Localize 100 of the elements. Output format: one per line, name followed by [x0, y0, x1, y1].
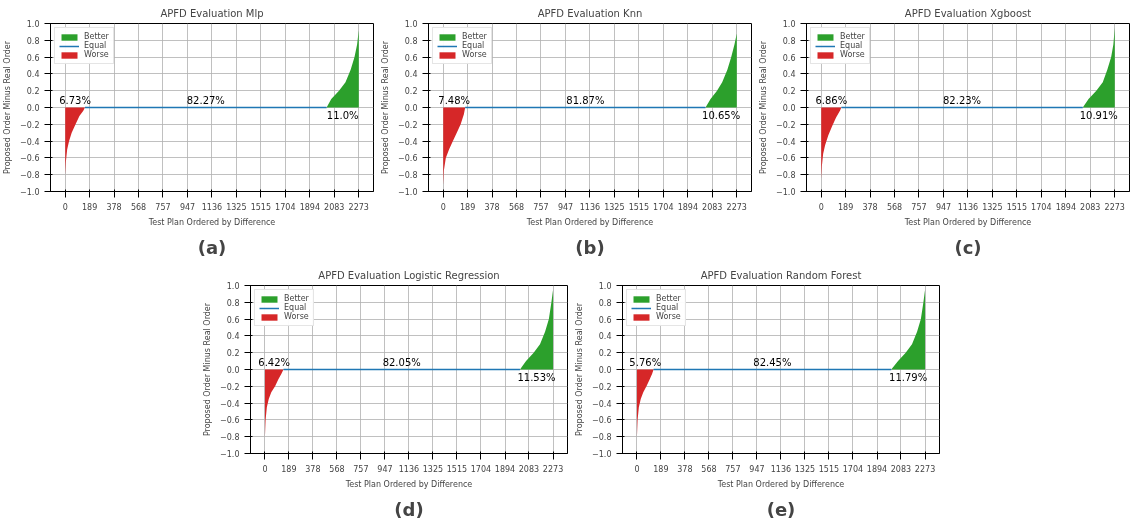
x-tick-label: 1136 — [579, 202, 601, 212]
y-tick-label: 0.4 — [226, 332, 240, 342]
y-tick-label: 0.8 — [26, 36, 40, 46]
legend-label: Equal — [84, 41, 107, 50]
y-tick-label: 0.4 — [782, 70, 796, 80]
y-tick-label: −0.8 — [398, 171, 418, 181]
annotation: 11.53% — [517, 371, 556, 383]
x-tick-label: 0 — [440, 202, 446, 212]
annotation: 82.05% — [382, 356, 421, 368]
x-tick-label: 947 — [377, 464, 393, 474]
legend-label: Worse — [840, 50, 865, 59]
annotation: 6.42% — [258, 356, 291, 368]
x-tick-label: 947 — [557, 202, 574, 212]
x-tick-label: 1894 — [677, 202, 699, 212]
y-tick-label: 0.0 — [26, 104, 40, 113]
x-tick-label: 568 — [701, 464, 717, 474]
y-tick-label: 0.0 — [598, 366, 612, 375]
x-tick-label: 0 — [818, 202, 824, 212]
x-tick-label: 947 — [749, 464, 765, 474]
y-tick-label: −1.0 — [776, 188, 796, 197]
x-tick-label: 757 — [911, 202, 927, 212]
x-tick-label: 568 — [130, 202, 147, 212]
x-tick-label: 1136 — [770, 464, 792, 474]
legend-label: Better — [284, 294, 309, 303]
x-tick-label: 0 — [62, 202, 68, 212]
y-tick-label: −0.6 — [776, 154, 796, 164]
x-tick-label: 1894 — [1055, 202, 1077, 212]
x-tick-label: 2273 — [348, 202, 369, 212]
x-tick-label: 1136 — [398, 464, 420, 474]
x-tick-label: 1515 — [818, 464, 840, 474]
x-tick-label: 378 — [106, 202, 122, 212]
x-axis-title: Test Plan Ordered by Difference — [525, 217, 654, 227]
annotation: 11.79% — [889, 371, 928, 383]
x-tick-label: 1704 — [1031, 202, 1052, 212]
x-tick-label: 1325 — [422, 464, 444, 474]
y-tick-label: 0.4 — [404, 70, 418, 80]
annotation: 82.45% — [753, 356, 792, 368]
legend-label: Equal — [656, 303, 679, 312]
x-tick-label: 1136 — [957, 202, 979, 212]
x-tick-label: 2273 — [1104, 202, 1125, 212]
y-tick-label: 0.0 — [226, 366, 240, 375]
y-tick-label: 0.8 — [782, 36, 796, 46]
annotation: 6.86% — [815, 94, 848, 106]
x-tick-label: 757 — [725, 464, 741, 474]
x-tick-label: 1325 — [794, 464, 816, 474]
legend-label: Better — [462, 32, 487, 41]
chart-title: APFD Evaluation Mlp — [160, 7, 264, 19]
x-tick-label: 378 — [862, 202, 878, 212]
x-tick-label: 189 — [838, 202, 854, 212]
x-tick-label: 0 — [262, 464, 268, 474]
y-tick-label: −0.8 — [776, 171, 796, 181]
y-tick-label: 0.6 — [404, 53, 418, 63]
x-tick-label: 1515 — [250, 202, 272, 212]
x-tick-label: 757 — [353, 464, 369, 474]
annotation: 82.27% — [186, 94, 225, 106]
x-tick-label: 1515 — [628, 202, 650, 212]
x-tick-label: 189 — [460, 202, 476, 212]
y-tick-label: 0.6 — [598, 315, 612, 325]
y-tick-label: 1.0 — [226, 282, 240, 291]
y-tick-label: 0.2 — [404, 87, 418, 97]
text: (c) — [954, 236, 982, 258]
y-tick-label: −0.2 — [592, 382, 612, 392]
y-tick-label: −0.2 — [398, 120, 418, 130]
x-tick-label: 947 — [179, 202, 196, 212]
y-tick-label: −0.6 — [220, 416, 240, 426]
x-axis-title: Test Plan Ordered by Difference — [344, 479, 473, 489]
legend-label: Better — [84, 32, 109, 41]
y-tick-label: 0.0 — [404, 104, 418, 113]
y-tick-label: −0.8 — [592, 433, 612, 443]
x-tick-label: 2083 — [702, 202, 723, 212]
x-tick-label: 0 — [634, 464, 640, 474]
x-tick-label: 1704 — [275, 202, 296, 212]
text: (a) — [197, 236, 227, 258]
x-tick-label: 757 — [533, 202, 549, 212]
x-tick-label: 1894 — [299, 202, 321, 212]
y-tick-label: −1.0 — [592, 450, 612, 459]
x-axis-title: Test Plan Ordered by Difference — [903, 217, 1032, 227]
x-tick-label: 947 — [935, 202, 952, 212]
x-tick-label: 189 — [653, 464, 669, 474]
annotation: 7.48% — [438, 94, 471, 106]
chart-title: APFD Evaluation Logistic Regression — [318, 269, 500, 281]
legend-label: Worse — [656, 312, 681, 321]
x-tick-label: 1515 — [446, 464, 468, 474]
legend-label: Worse — [284, 312, 309, 321]
x-tick-label: 1894 — [494, 464, 516, 474]
y-tick-label: −0.2 — [776, 120, 796, 130]
x-tick-label: 378 — [484, 202, 500, 212]
x-tick-label: 1325 — [226, 202, 247, 212]
legend-label: Better — [840, 32, 865, 41]
x-tick-label: 1704 — [653, 202, 674, 212]
x-tick-label: 2273 — [726, 202, 747, 212]
y-tick-label: −1.0 — [20, 188, 40, 197]
y-tick-label: 1.0 — [598, 282, 612, 291]
annotation: 5.76% — [629, 356, 662, 368]
y-tick-label: −0.4 — [592, 399, 612, 409]
annotation: 10.65% — [702, 109, 741, 121]
x-tick-label: 189 — [281, 464, 297, 474]
x-tick-label: 1704 — [470, 464, 492, 474]
y-tick-label: −0.6 — [398, 154, 418, 164]
y-tick-label: 0.6 — [26, 53, 40, 63]
